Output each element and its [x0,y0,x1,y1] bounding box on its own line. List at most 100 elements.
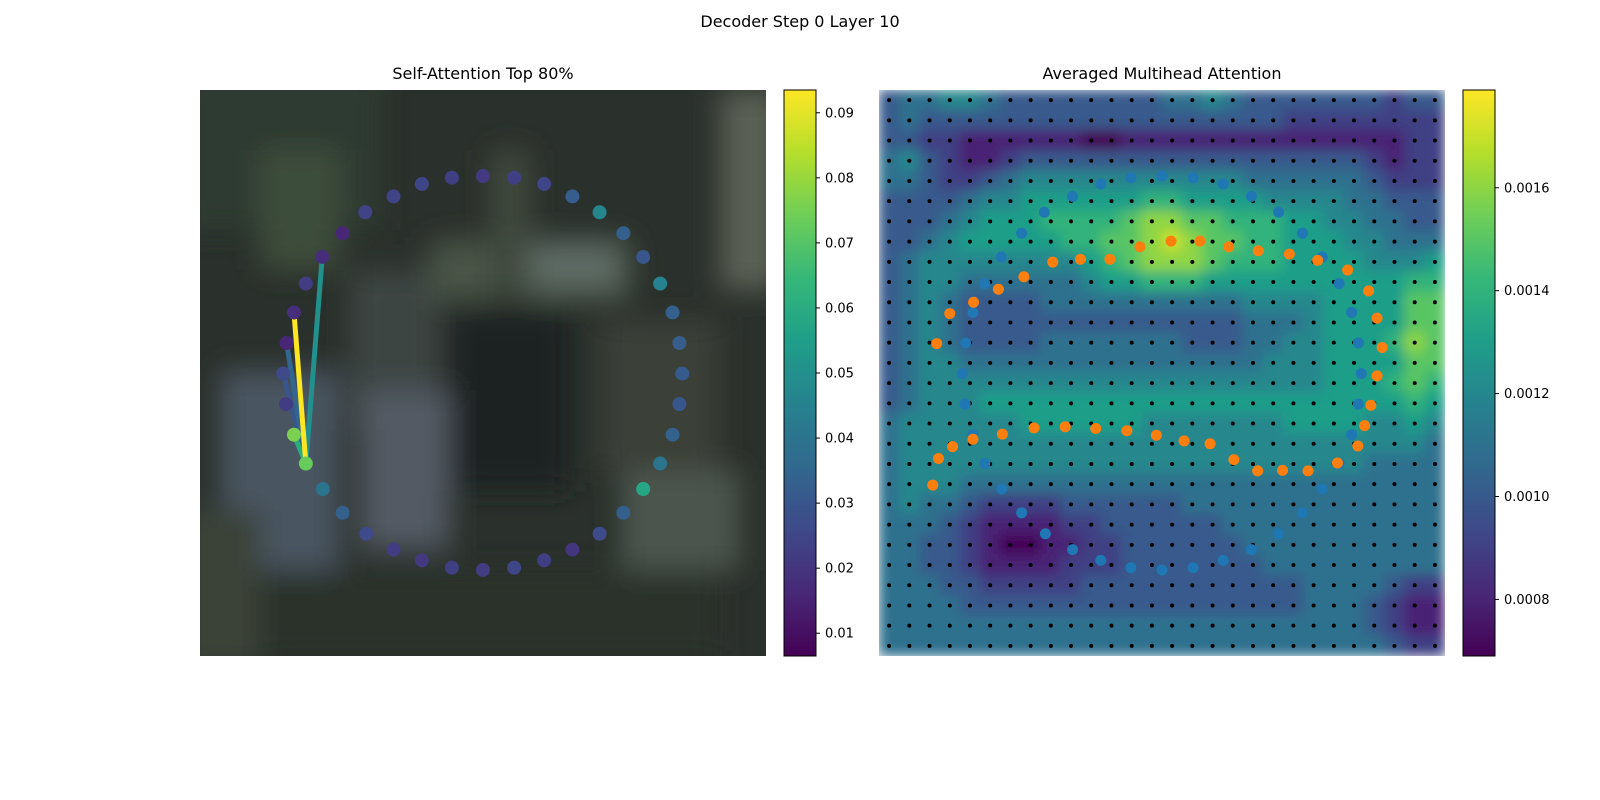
grid-dot [1190,280,1195,285]
grid-dot [907,340,912,345]
grid-dot [1432,118,1437,123]
grid-dot [887,340,892,345]
grid-dot [927,300,932,305]
grid-dot [1008,178,1013,183]
inner-point [1283,248,1295,260]
grid-dot [1190,239,1195,244]
grid-dot [1089,381,1094,386]
grid-dot [1352,502,1357,507]
grid-dot [1432,563,1437,568]
grid-dot [1190,482,1195,487]
grid-dot [1250,603,1255,608]
grid-dot [1048,522,1053,527]
grid-dot [947,138,952,143]
grid-dot [1352,259,1357,264]
grid-dot [1089,482,1094,487]
grid-dot [1230,502,1235,507]
grid-dot [1069,158,1074,163]
token-points [276,169,690,577]
grid-dot [1311,158,1316,163]
grid-dot [1372,300,1377,305]
grid-dot [1170,118,1175,123]
inner-point [931,338,943,350]
grid-dot [1129,300,1134,305]
grid-dot [1149,199,1154,204]
grid-dot [1291,300,1296,305]
grid-dot [1149,502,1154,507]
grid-dot [1392,542,1397,547]
grid-dot [988,603,993,608]
grid-dot [947,522,952,527]
grid-dot [1432,320,1437,325]
grid-dot [947,502,952,507]
grid-dot [1210,118,1215,123]
grid-dot [1331,502,1336,507]
grid-dot [1230,340,1235,345]
grid-dot [1069,219,1074,224]
grid-dot [1372,461,1377,466]
grid-dot [1331,482,1336,487]
grid-dot [1048,300,1053,305]
grid-dot [1008,118,1013,123]
grid-dot [1250,138,1255,143]
grid-dot [907,98,912,103]
grid-dot [1089,199,1094,204]
grid-dot [1311,441,1316,446]
grid-dot [1291,583,1296,588]
token-point [537,553,552,568]
grid-dot [927,239,932,244]
grid-dot [1210,280,1215,285]
grid-dot [1048,441,1053,446]
grid-dot [1008,340,1013,345]
grid-dot [1250,623,1255,628]
grid-dot [1250,219,1255,224]
token-point [476,562,490,577]
grid-dot [907,219,912,224]
grid-dot [1028,461,1033,466]
grid-dot [1210,401,1215,406]
grid-dot [887,421,892,426]
grid-dot [947,583,952,588]
grid-dot [1028,300,1033,305]
grid-dot [887,300,892,305]
grid-dot [967,158,972,163]
inner-point [1121,425,1133,437]
grid-dot [1372,118,1377,123]
token-point [476,169,490,184]
grid-dot [1392,643,1397,648]
grid-dot [1412,118,1417,123]
grid-dot [1129,441,1134,446]
grid-dot [1412,603,1417,608]
grid-dot [1412,381,1417,386]
grid-dot [1331,421,1336,426]
colorbar-tick-label: 0.05 [825,367,854,382]
grid-dot [1271,360,1276,365]
outer-point [1217,554,1229,566]
grid-dot [947,623,952,628]
grid-dot [1069,482,1074,487]
grid-dot [967,360,972,365]
grid-dot [1149,340,1154,345]
grid-dot [887,522,892,527]
grid-dot [1331,239,1336,244]
grid-dot [1291,98,1296,103]
grid-dot [1250,461,1255,466]
grid-dot [1170,340,1175,345]
grid-dot [1291,259,1296,264]
grid-dot [1149,280,1154,285]
grid-dot [1250,320,1255,325]
grid-dot [1210,603,1215,608]
grid-dot [1311,563,1316,568]
grid-dot [1149,421,1154,426]
grid-dot [1331,441,1336,446]
outer-point [956,368,968,380]
grid-dot [1190,441,1195,446]
grid-dot [1412,441,1417,446]
grid-dot [1250,98,1255,103]
grid-dot [1028,219,1033,224]
grid-dot [1129,381,1134,386]
token-point [276,366,291,381]
grid-dot [1069,98,1074,103]
grid-dot [1352,300,1357,305]
token-point [279,397,294,412]
